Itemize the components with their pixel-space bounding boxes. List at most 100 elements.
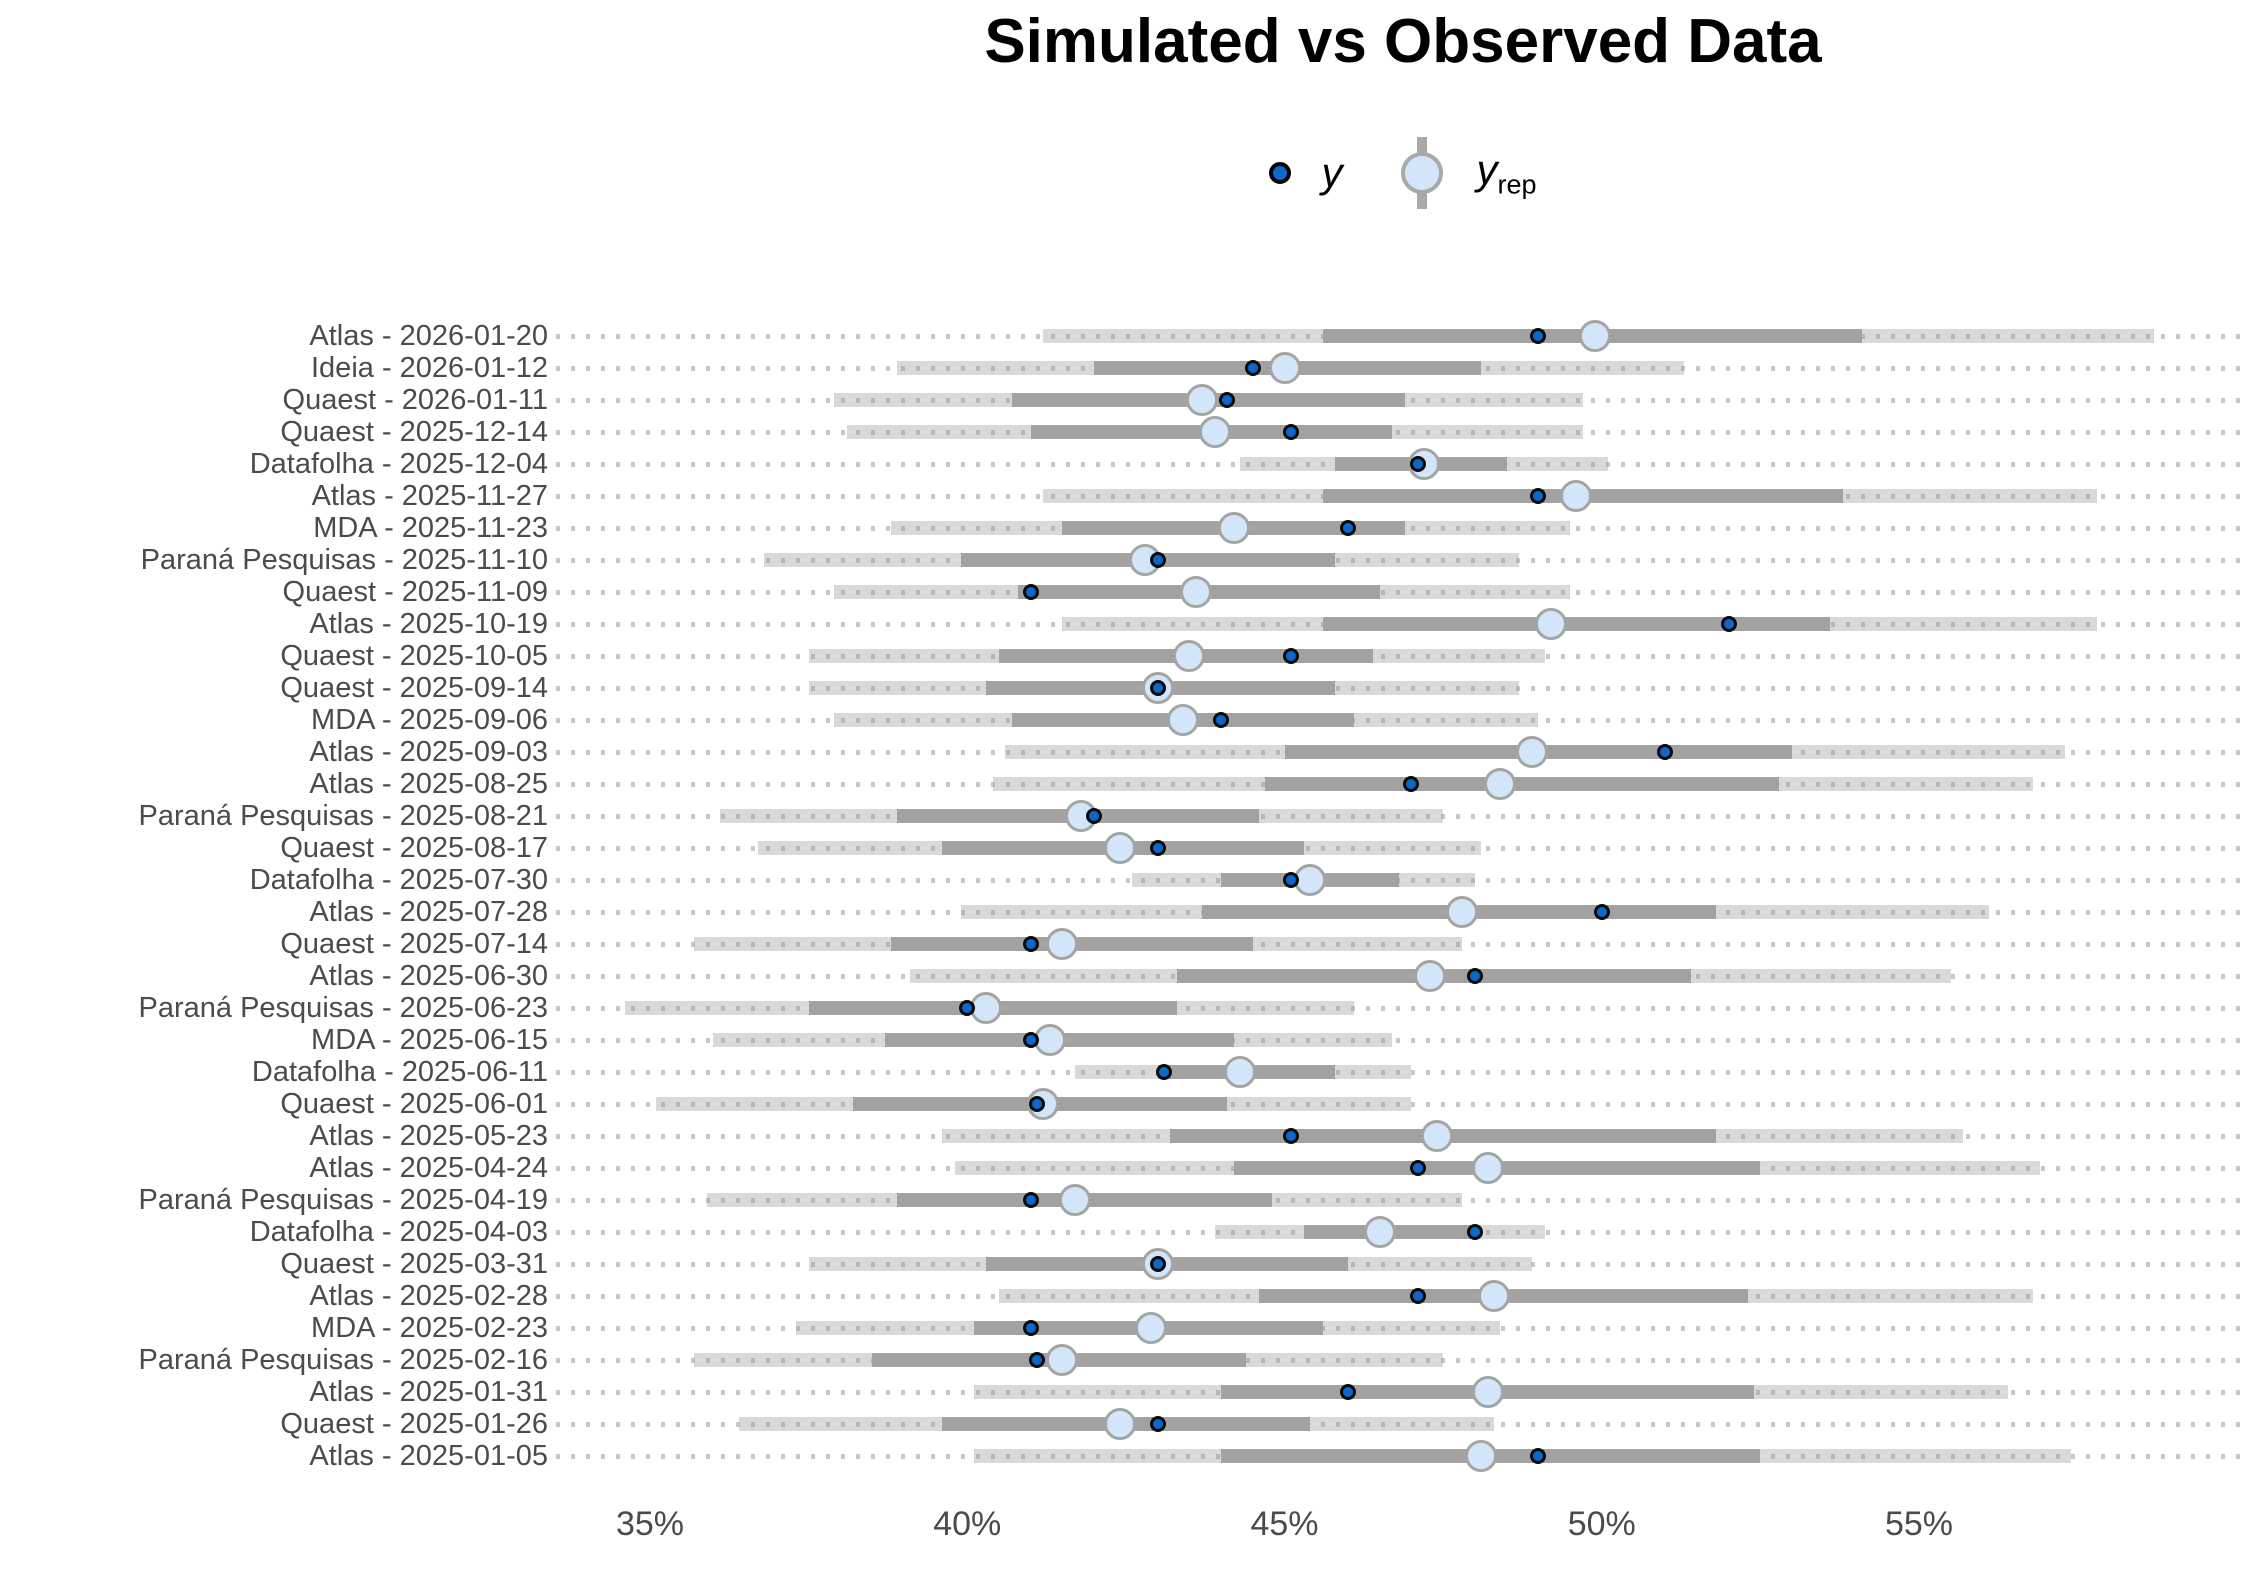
y-axis-label: Quaest - 2025-07-14 bbox=[280, 928, 548, 960]
y-point bbox=[1657, 744, 1674, 760]
yrep-point bbox=[1135, 1312, 1168, 1344]
y-point bbox=[1022, 584, 1039, 600]
yrep-point bbox=[1103, 1408, 1136, 1440]
y-point bbox=[1149, 680, 1166, 696]
y-axis-label: Paraná Pesquisas - 2025-04-19 bbox=[138, 1184, 548, 1216]
yrep-point bbox=[1224, 1056, 1257, 1088]
yrep-point bbox=[1471, 1376, 1504, 1408]
y-point bbox=[1466, 968, 1483, 984]
yrep-point bbox=[1363, 1216, 1396, 1248]
yrep-point bbox=[1465, 1440, 1498, 1472]
legend: y yrep bbox=[556, 128, 2250, 218]
row-guide-dots bbox=[556, 589, 2250, 595]
y-axis-label: Datafolha - 2025-04-03 bbox=[249, 1216, 548, 1248]
legend-yrep-label: yrep bbox=[1476, 145, 1537, 200]
row-guide-dots bbox=[556, 1005, 2250, 1011]
yrep-point bbox=[1414, 960, 1447, 992]
y-axis-label: Atlas - 2025-10-19 bbox=[309, 608, 548, 640]
y-point bbox=[1530, 488, 1547, 504]
yrep-point bbox=[1579, 320, 1612, 352]
yrep-point bbox=[1046, 1344, 1079, 1376]
y-point bbox=[1149, 1416, 1166, 1432]
y-axis-label: MDA - 2025-09-06 bbox=[311, 704, 548, 736]
y-axis-label: Quaest - 2025-09-14 bbox=[280, 672, 548, 704]
y-axis-label: Paraná Pesquisas - 2025-06-23 bbox=[138, 992, 548, 1024]
y-point bbox=[1244, 360, 1261, 376]
yrep-point bbox=[1515, 736, 1548, 768]
row-guide-dots bbox=[556, 1197, 2250, 1203]
row-guide-dots bbox=[556, 1325, 2250, 1331]
y-axis-label: Quaest - 2025-08-17 bbox=[280, 832, 548, 864]
yrep-point bbox=[1268, 352, 1301, 384]
y-point bbox=[1530, 328, 1547, 344]
y-axis-label: Paraná Pesquisas - 2025-08-21 bbox=[138, 800, 548, 832]
y-point bbox=[1022, 1192, 1039, 1208]
yrep-point bbox=[1198, 416, 1231, 448]
yrep-point bbox=[1534, 608, 1567, 640]
y-axis-label: Atlas - 2025-04-24 bbox=[309, 1152, 548, 1184]
y-point bbox=[1593, 904, 1610, 920]
row-guide-dots bbox=[556, 813, 2250, 819]
y-point bbox=[1282, 1128, 1299, 1144]
yrep-point bbox=[1059, 1184, 1092, 1216]
y-axis-label: Atlas - 2025-07-28 bbox=[309, 896, 548, 928]
y-axis-label: Atlas - 2025-01-05 bbox=[309, 1440, 548, 1472]
row-guide-dots bbox=[556, 653, 2250, 659]
yrep-point bbox=[1560, 480, 1593, 512]
y-point bbox=[1022, 1032, 1039, 1048]
y-point bbox=[1155, 1064, 1172, 1080]
x-axis-tick-label: 50% bbox=[1567, 1505, 1636, 1543]
y-axis-label: Quaest - 2025-10-05 bbox=[280, 640, 548, 672]
y-point bbox=[1219, 392, 1236, 408]
y-axis-label: Atlas - 2025-01-31 bbox=[309, 1376, 548, 1408]
y-axis-label: Quaest - 2025-06-01 bbox=[280, 1088, 548, 1120]
yrep-point bbox=[1173, 640, 1206, 672]
legend-y-dot-icon bbox=[1269, 162, 1292, 184]
y-point bbox=[1149, 840, 1166, 856]
y-point bbox=[1149, 552, 1166, 568]
legend-yrep-circle bbox=[1401, 152, 1444, 194]
row-guide-dots bbox=[556, 557, 2250, 563]
y-point bbox=[1022, 936, 1039, 952]
row-guide-dots bbox=[556, 1101, 2250, 1107]
y-point bbox=[1339, 520, 1356, 536]
y-axis-label: MDA - 2025-11-23 bbox=[313, 512, 548, 544]
yrep-point bbox=[1484, 768, 1517, 800]
y-point bbox=[1029, 1352, 1046, 1368]
yrep-point bbox=[1477, 1280, 1510, 1312]
y-axis-label: Paraná Pesquisas - 2025-11-10 bbox=[140, 544, 548, 576]
row-guide-dots bbox=[556, 717, 2250, 723]
row-guide-dots bbox=[556, 845, 2250, 851]
x-axis-tick-label: 35% bbox=[615, 1505, 685, 1543]
yrep-point bbox=[1217, 512, 1250, 544]
y-point bbox=[1213, 712, 1230, 728]
y-axis-label: Quaest - 2026-01-11 bbox=[282, 384, 548, 416]
y-axis-label: Atlas - 2025-02-28 bbox=[309, 1280, 548, 1312]
yrep-point bbox=[1179, 576, 1212, 608]
y-axis-label: Quaest - 2025-12-14 bbox=[280, 416, 548, 448]
x-axis-tick-label: 40% bbox=[933, 1505, 1002, 1543]
legend-yrep-marker-icon bbox=[1398, 137, 1446, 209]
y-point bbox=[1282, 648, 1299, 664]
y-point bbox=[959, 1000, 976, 1016]
row-guide-dots bbox=[556, 429, 2250, 435]
y-point bbox=[1720, 616, 1737, 632]
y-point bbox=[1086, 808, 1103, 824]
row-guide-dots bbox=[556, 685, 2250, 691]
y-point bbox=[1282, 872, 1299, 888]
x-axis-tick-label: 45% bbox=[1250, 1505, 1319, 1543]
y-axis-label: Datafolha - 2025-06-11 bbox=[251, 1056, 548, 1088]
yrep-point bbox=[1103, 832, 1136, 864]
yrep-point bbox=[1420, 1120, 1453, 1152]
yrep-point bbox=[1046, 928, 1079, 960]
y-axis-label: Paraná Pesquisas - 2025-02-16 bbox=[138, 1344, 548, 1376]
yrep-point bbox=[1446, 896, 1479, 928]
y-axis-label: Datafolha - 2025-07-30 bbox=[249, 864, 548, 896]
row-guide-dots bbox=[556, 877, 2250, 883]
y-point bbox=[1149, 1256, 1166, 1272]
y-point bbox=[1282, 424, 1299, 440]
y-axis-label: Atlas - 2025-11-27 bbox=[311, 480, 548, 512]
y-point bbox=[1409, 1160, 1426, 1176]
x-axis-tick-label: 55% bbox=[1884, 1505, 1954, 1543]
